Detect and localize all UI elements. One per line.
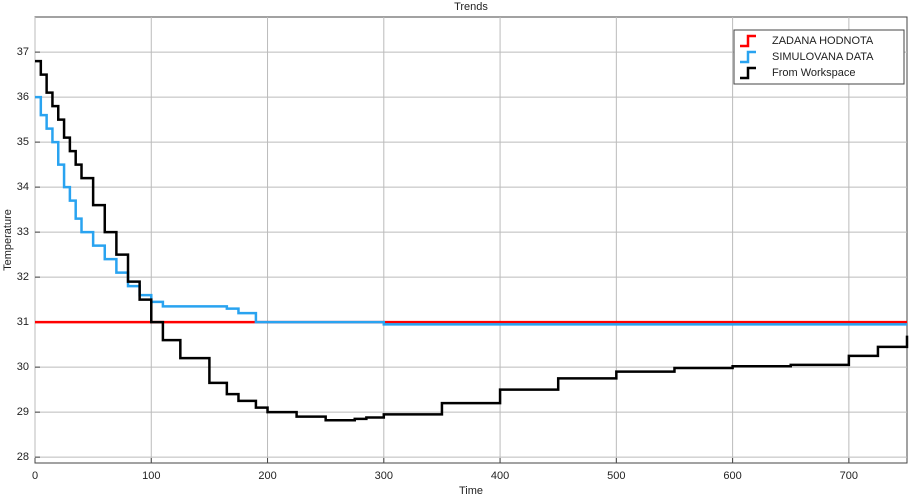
- x-tick-label: 500: [607, 470, 625, 482]
- y-tick-label: 36: [17, 91, 29, 103]
- x-tick-label: 0: [32, 470, 38, 482]
- legend-swatch: [740, 34, 756, 48]
- y-tick-label: 35: [17, 136, 29, 148]
- x-tick-label: 700: [840, 470, 858, 482]
- series-line: [35, 59, 909, 422]
- legend-swatch: [740, 50, 756, 64]
- x-tick-label: 300: [375, 470, 393, 482]
- y-tick-label: 34: [17, 181, 29, 193]
- legend-label: ZADANA HODNOTA: [772, 35, 874, 47]
- legend-label: From Workspace: [772, 67, 856, 79]
- plot-area: [34, 16, 908, 464]
- y-tick-label: 30: [17, 361, 29, 373]
- x-axis-label: Time: [459, 485, 483, 497]
- legend-swatch: [740, 66, 756, 80]
- x-tick-label: 600: [723, 470, 741, 482]
- y-tick-label: 32: [17, 271, 29, 283]
- y-tick-label: 28: [17, 451, 29, 463]
- y-tick-label: 29: [17, 406, 29, 418]
- y-axis-label: Temperature: [2, 209, 14, 271]
- y-tick-label: 33: [17, 226, 29, 238]
- legend-box: [733, 29, 905, 85]
- x-tick-label: 400: [491, 470, 509, 482]
- legend-label: SIMULOVANA DATA: [772, 51, 874, 63]
- x-tick-label: 200: [258, 470, 276, 482]
- y-tick-label: 37: [17, 46, 29, 58]
- x-tick-label: 100: [142, 470, 160, 482]
- chart-title: Trends: [454, 1, 488, 13]
- y-tick-label: 31: [17, 316, 29, 328]
